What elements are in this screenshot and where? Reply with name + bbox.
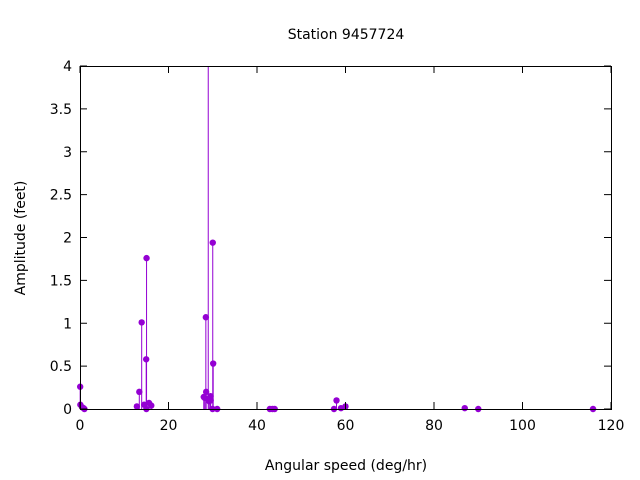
x-tick-label: 80: [425, 418, 443, 434]
y-tick-label: 4: [63, 59, 72, 75]
x-tick-label: 0: [76, 418, 85, 434]
y-tick-label: 2.5: [50, 188, 72, 204]
x-tick-label: 20: [160, 418, 178, 434]
x-axis-ticks: 0 20 40 60 80 100 120: [76, 66, 625, 434]
y-tick-label: 2: [63, 231, 72, 247]
data-points: [76, 239, 597, 413]
x-tick-label: 40: [248, 418, 266, 434]
data-point: [148, 402, 155, 409]
y-tick-label: 3: [63, 145, 72, 161]
x-tick-label: 120: [598, 418, 625, 434]
data-point: [133, 403, 141, 410]
data-point: [202, 388, 210, 396]
data-point: [209, 239, 216, 246]
data-point: [138, 319, 145, 326]
plot-frame: [80, 66, 612, 410]
data-point: [202, 314, 210, 321]
data-point: [461, 404, 468, 412]
y-axis-ticks: 0 0.5 1 1.5 2 2.5 3 3.5 4: [50, 59, 611, 418]
data-point: [207, 397, 214, 404]
data-point: [143, 254, 150, 262]
y-tick-label: 1.5: [50, 273, 72, 289]
x-axis-label: Angular speed (deg/hr): [265, 458, 427, 474]
data-point: [333, 397, 340, 404]
data-impulses: [79, 66, 466, 409]
x-tick-label: 100: [509, 418, 536, 434]
y-axis-label: Amplitude (feet): [13, 181, 29, 296]
chart-title: Station 9457724: [288, 27, 405, 43]
y-tick-label: 0.5: [50, 359, 72, 375]
y-tick-label: 1: [63, 316, 72, 332]
data-point: [142, 356, 150, 363]
data-point: [209, 360, 217, 367]
data-point: [136, 388, 143, 396]
data-point: [201, 394, 208, 402]
x-tick-label: 60: [337, 418, 355, 434]
y-tick-label: 3.5: [50, 102, 72, 118]
y-tick-label: 0: [63, 402, 72, 418]
